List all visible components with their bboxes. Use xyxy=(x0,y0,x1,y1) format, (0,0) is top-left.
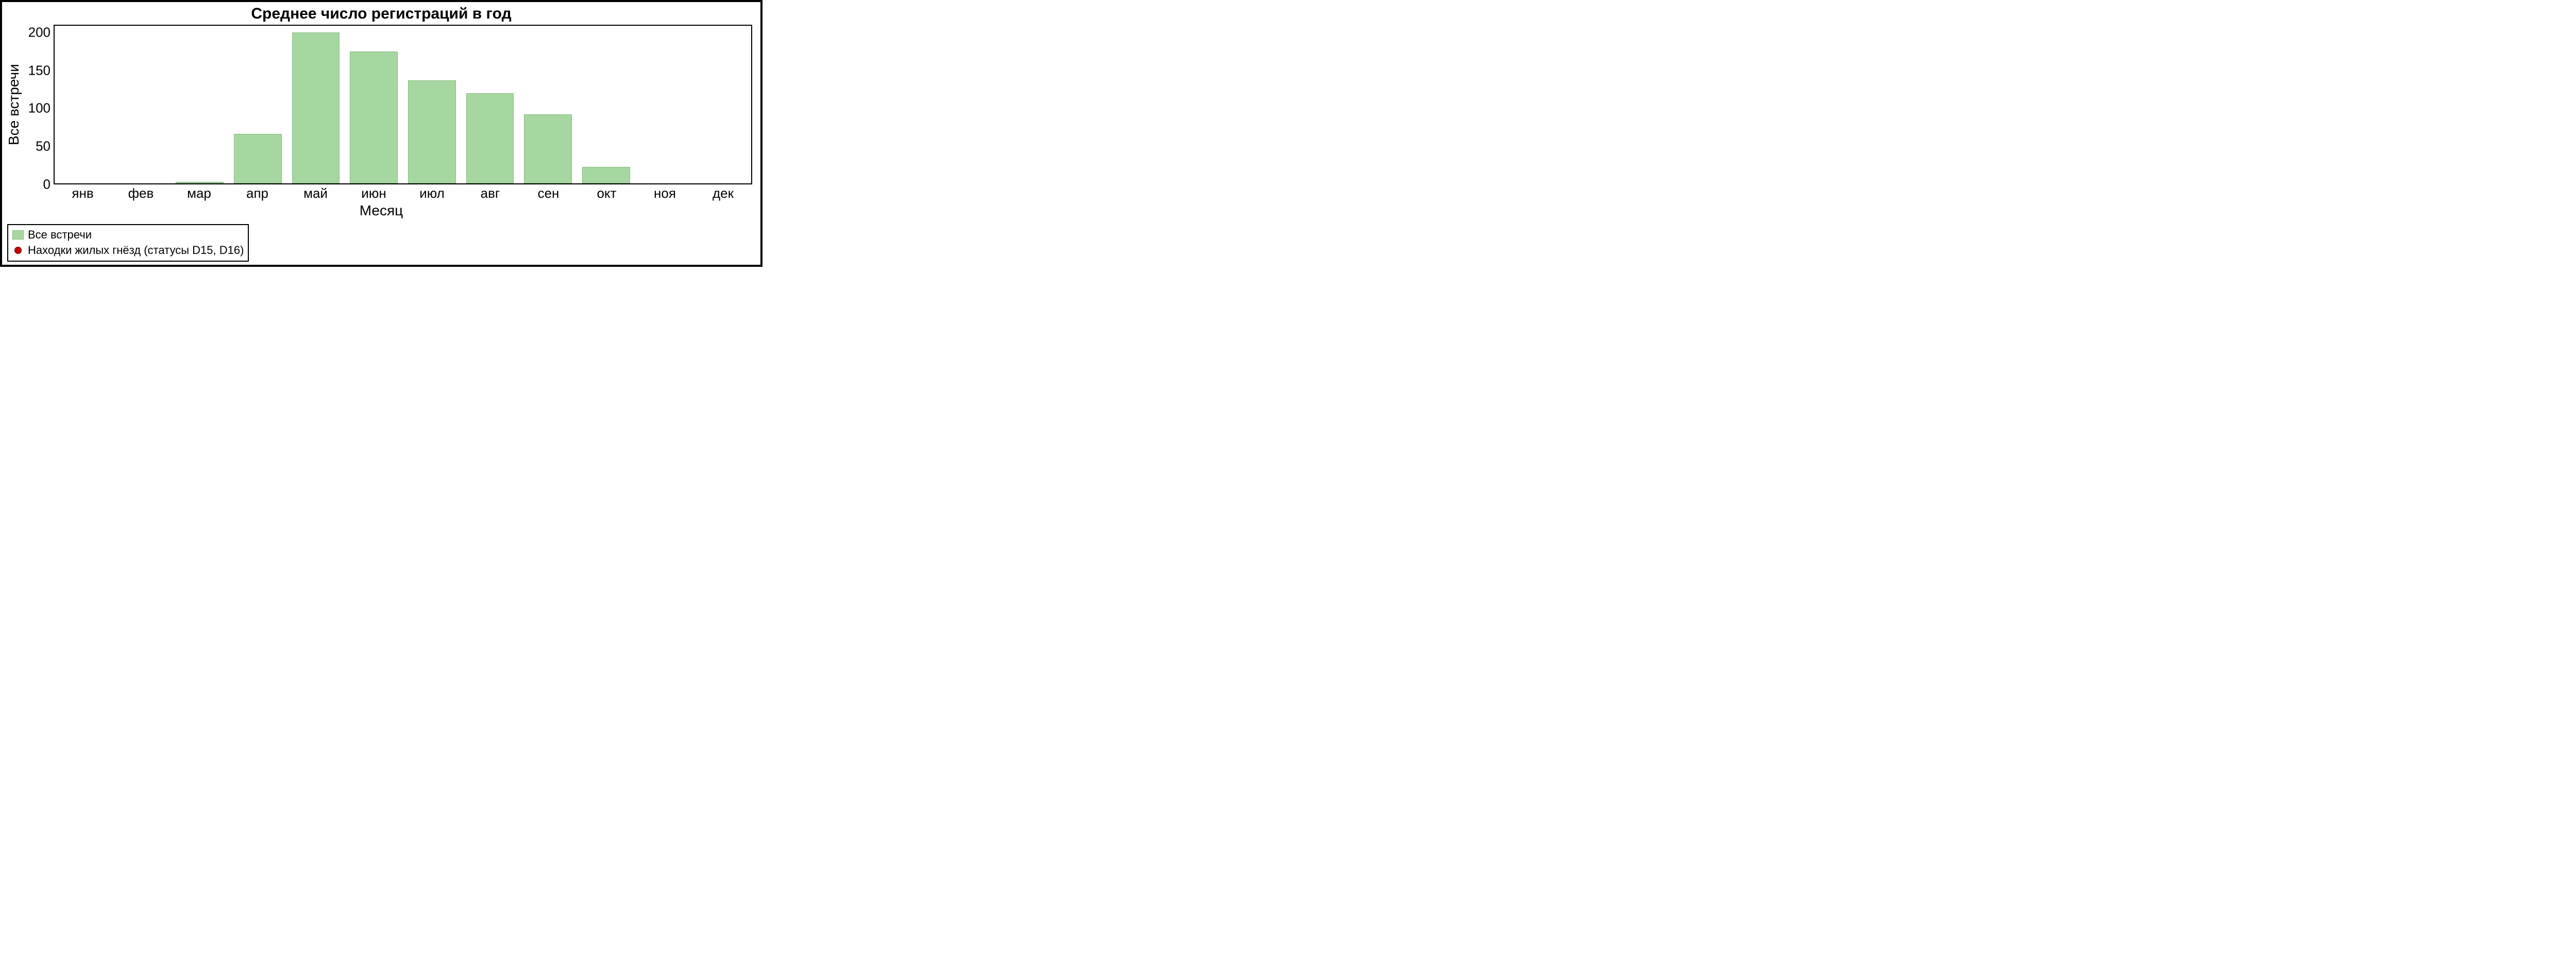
x-tick-label: ноя xyxy=(636,184,694,201)
bar xyxy=(350,52,397,183)
bar xyxy=(408,80,455,183)
x-tick-label: авг xyxy=(461,184,519,201)
legend: Все встречиНаходки жилых гнёзд (статусы … xyxy=(7,224,249,262)
y-tick-label: 200 xyxy=(28,24,50,40)
x-tick-label: июл xyxy=(403,184,461,201)
x-tick-label: янв xyxy=(54,184,112,201)
legend-swatch-rect xyxy=(12,230,24,240)
y-tick-label: 100 xyxy=(28,100,50,116)
x-axis-label: Месяц xyxy=(2,201,760,222)
legend-item: Находки жилых гнёзд (статусы D15, D16) xyxy=(12,243,244,258)
plot-wrap xyxy=(54,25,752,184)
plot-area xyxy=(54,25,752,184)
x-tick-label: июн xyxy=(345,184,403,201)
legend-item: Все встречи xyxy=(12,227,244,243)
bar xyxy=(176,182,223,183)
x-tick-label: дек xyxy=(694,184,752,201)
legend-label: Находки жилых гнёзд (статусы D15, D16) xyxy=(28,243,244,258)
x-labels-row: янвфевмарапрмайиюниюлавгсеноктноядек xyxy=(2,184,752,201)
x-tick-label: мар xyxy=(170,184,228,201)
bar xyxy=(234,134,281,183)
x-tick-label: сен xyxy=(519,184,578,201)
spacer xyxy=(2,184,26,201)
legend-swatch-dot xyxy=(14,247,22,254)
y-tick-label: 0 xyxy=(43,177,50,193)
y-tick-label: 150 xyxy=(28,62,50,78)
x-tick-label: апр xyxy=(228,184,286,201)
bar xyxy=(466,93,514,183)
bar xyxy=(292,32,340,183)
legend-label: Все встречи xyxy=(28,227,92,243)
x-tick-label: окт xyxy=(578,184,636,201)
x-labels: янвфевмарапрмайиюниюлавгсеноктноядек xyxy=(54,184,752,201)
y-tick-label: 50 xyxy=(36,139,50,155)
bar xyxy=(582,167,630,183)
plot-row: Все встречи 050100150200 xyxy=(2,25,760,184)
chart-container: Среднее число регистраций в год Все встр… xyxy=(0,0,762,267)
bar xyxy=(524,114,571,183)
y-axis-label-column: Все встречи xyxy=(2,25,26,184)
y-axis-label: Все встречи xyxy=(6,64,22,145)
x-tick-label: май xyxy=(286,184,345,201)
x-tick-label: фев xyxy=(112,184,170,201)
chart-title: Среднее число регистраций в год xyxy=(2,2,760,25)
y-tick-column: 050100150200 xyxy=(26,25,54,184)
